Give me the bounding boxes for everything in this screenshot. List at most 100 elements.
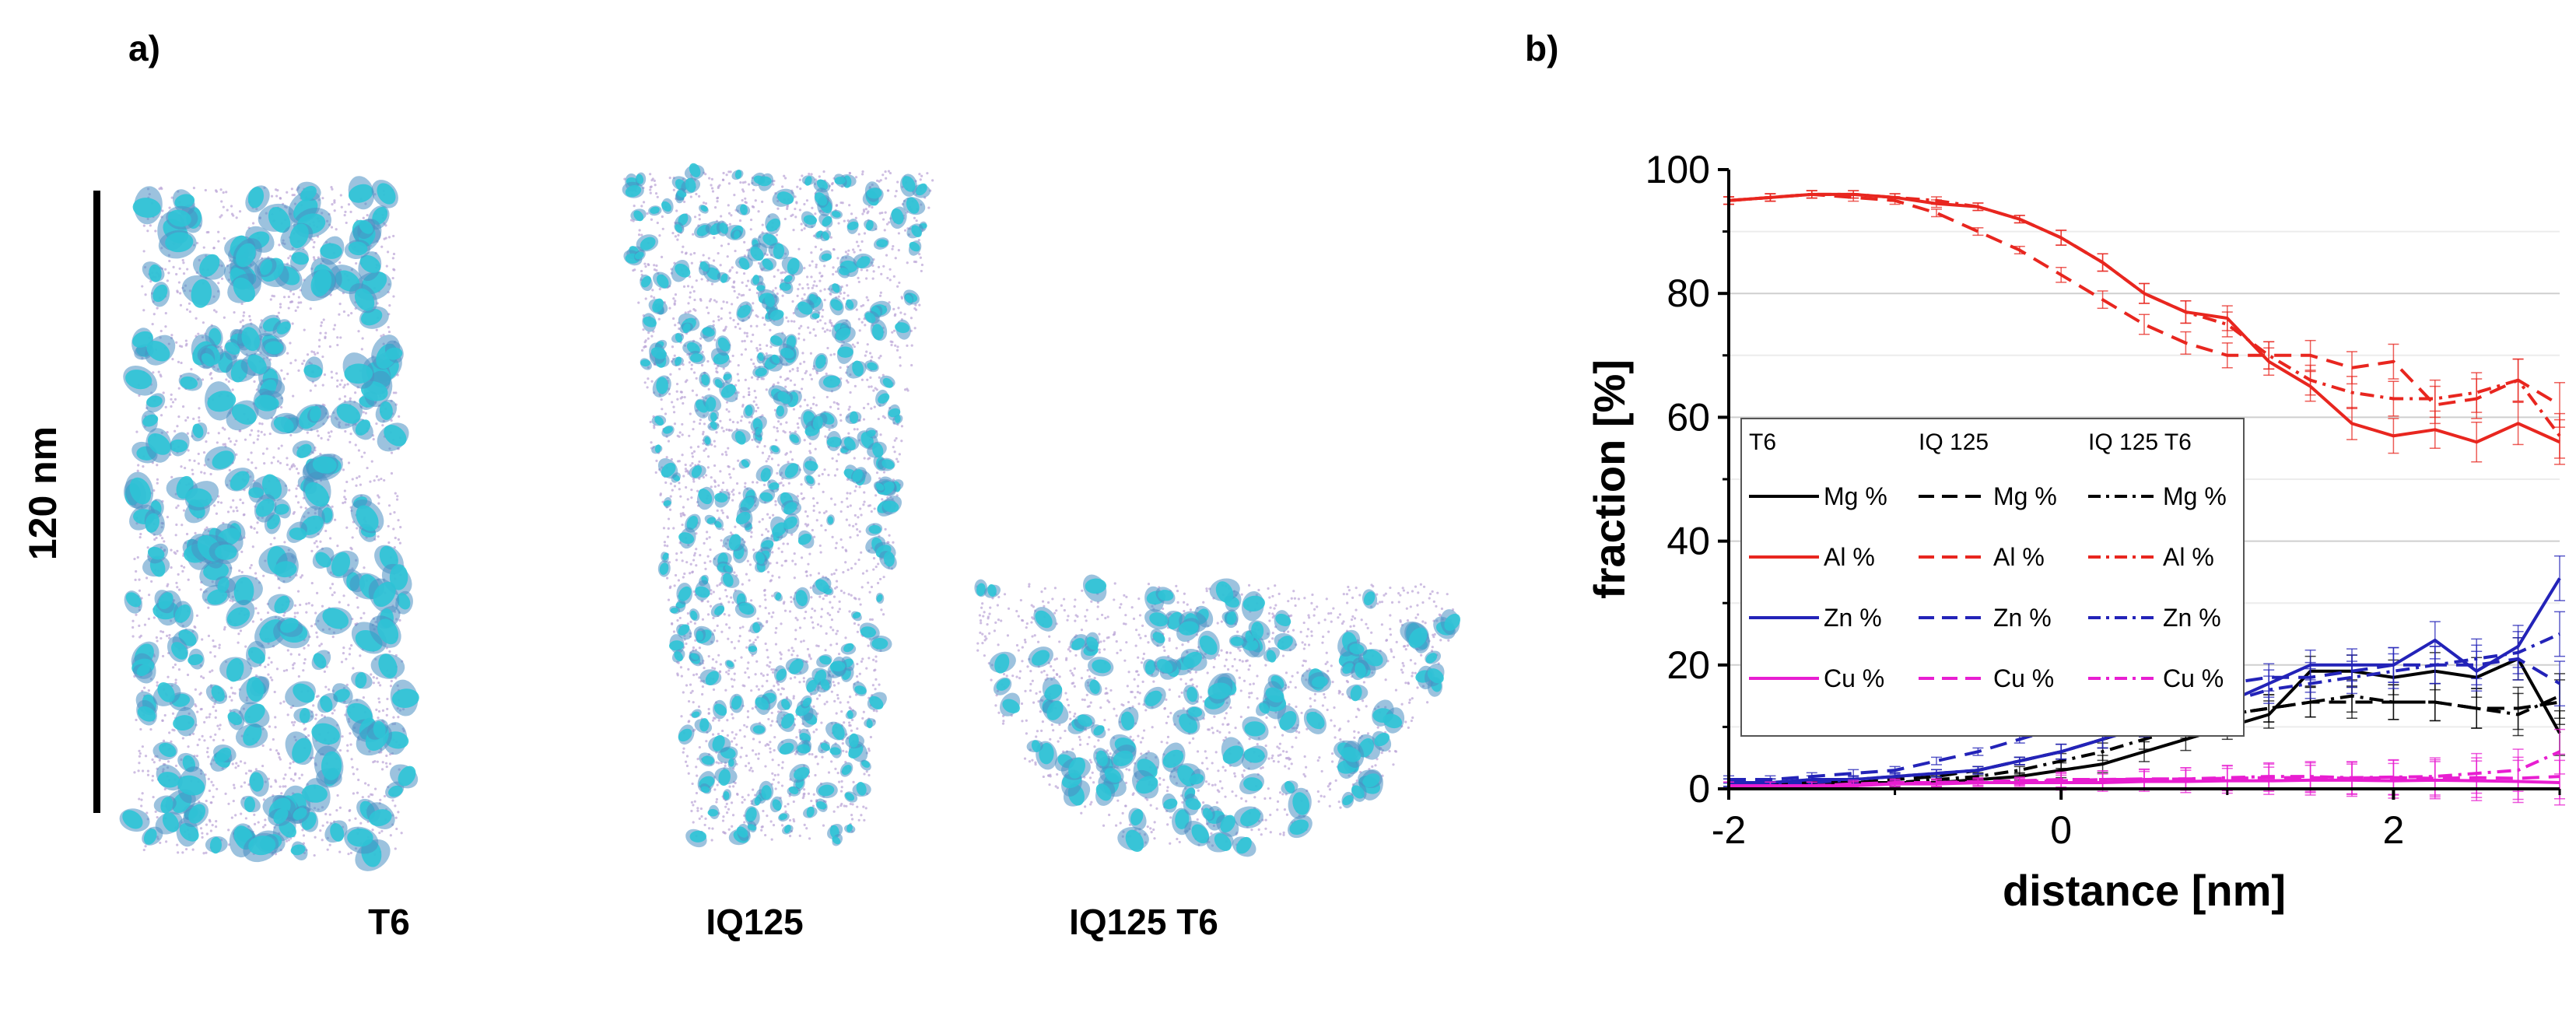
solute-atom <box>690 363 693 366</box>
solute-atom <box>254 768 258 771</box>
solute-atom <box>803 360 806 363</box>
solute-atom <box>761 517 764 521</box>
solute-atom <box>235 506 238 510</box>
solute-atom <box>763 445 766 448</box>
solute-atom <box>373 479 376 482</box>
solute-atom <box>286 649 289 652</box>
solute-atom <box>286 463 289 467</box>
solute-atom <box>675 390 678 393</box>
solute-atom <box>712 616 715 620</box>
solute-atom <box>726 719 729 722</box>
solute-atom <box>160 537 164 540</box>
solute-atom <box>208 789 212 793</box>
solute-atom <box>282 785 285 788</box>
solute-atom <box>131 619 135 622</box>
solute-atom <box>238 569 241 573</box>
solute-atom <box>716 639 719 643</box>
solute-atom <box>188 459 191 462</box>
solute-atom <box>137 769 140 773</box>
solute-atom <box>269 676 272 679</box>
solute-atom <box>166 583 170 586</box>
solute-atom <box>398 618 401 622</box>
solute-atom <box>682 245 685 248</box>
solute-atom <box>221 426 225 429</box>
solute-atom <box>882 471 886 474</box>
solute-atom <box>202 676 205 679</box>
solute-atom <box>820 721 823 724</box>
solute-atom <box>872 568 875 571</box>
solute-atom <box>344 210 347 214</box>
precipitate-cluster <box>865 523 883 536</box>
solute-atom <box>146 546 149 549</box>
solute-atom <box>881 218 885 221</box>
solute-atom <box>741 188 745 191</box>
solute-atom <box>745 573 748 576</box>
solute-atom <box>249 566 252 569</box>
solute-atom <box>803 823 806 826</box>
solute-atom <box>277 447 280 450</box>
solute-atom <box>856 805 859 808</box>
solute-atom <box>166 279 169 282</box>
solute-atom <box>718 583 721 586</box>
solute-atom <box>808 552 811 555</box>
solute-atom <box>747 387 751 390</box>
solute-atom <box>1137 597 1141 601</box>
solute-atom <box>804 570 808 573</box>
solute-atom <box>667 517 671 520</box>
solute-atom <box>743 798 746 801</box>
solute-atom <box>342 594 345 597</box>
solute-atom <box>873 669 876 672</box>
solute-atom <box>210 377 213 380</box>
solute-atom <box>279 197 282 200</box>
solute-atom <box>766 457 769 461</box>
precipitate-cluster <box>908 240 922 256</box>
solute-atom <box>761 685 764 688</box>
solute-atom <box>1211 762 1214 765</box>
solute-atom <box>398 541 401 545</box>
solute-atom <box>672 527 675 530</box>
solute-atom <box>196 241 199 245</box>
solute-atom <box>289 342 292 345</box>
solute-atom <box>806 515 809 518</box>
precipitate-cluster <box>653 272 672 289</box>
solute-atom <box>671 622 674 625</box>
solute-atom <box>692 480 696 483</box>
solute-atom <box>772 778 776 781</box>
precipitate-cluster <box>829 743 843 759</box>
solute-atom <box>364 782 367 785</box>
solute-atom <box>321 197 324 200</box>
solute-atom <box>708 177 711 180</box>
solute-atom <box>689 253 692 256</box>
solute-atom <box>724 764 727 768</box>
solute-atom <box>843 591 846 594</box>
solute-atom <box>692 428 695 431</box>
solute-atom <box>261 422 264 426</box>
solute-atom <box>879 433 882 436</box>
solute-atom <box>392 295 395 298</box>
solute-atom <box>239 429 242 433</box>
solute-atom <box>823 299 826 302</box>
solute-atom <box>775 626 778 630</box>
solute-atom <box>282 669 286 672</box>
solute-atom <box>736 296 739 300</box>
solute-atom <box>821 755 824 759</box>
solute-atom <box>378 701 381 704</box>
solute-atom <box>170 740 173 743</box>
solute-atom <box>876 581 880 585</box>
precipitate-cluster <box>699 752 715 767</box>
solute-atom <box>218 646 221 650</box>
solute-atom <box>350 311 353 315</box>
solute-atom <box>869 376 872 379</box>
solute-atom <box>734 733 738 736</box>
solute-atom <box>798 416 801 420</box>
solute-atom <box>696 758 699 761</box>
reconstructions <box>119 163 1460 871</box>
solute-atom <box>780 766 784 769</box>
solute-atom <box>809 407 812 410</box>
solute-atom <box>719 264 722 267</box>
solute-atom <box>731 716 734 720</box>
solute-atom <box>807 286 810 289</box>
solute-atom <box>180 361 183 365</box>
solute-atom <box>349 743 352 746</box>
solute-atom <box>647 263 650 266</box>
